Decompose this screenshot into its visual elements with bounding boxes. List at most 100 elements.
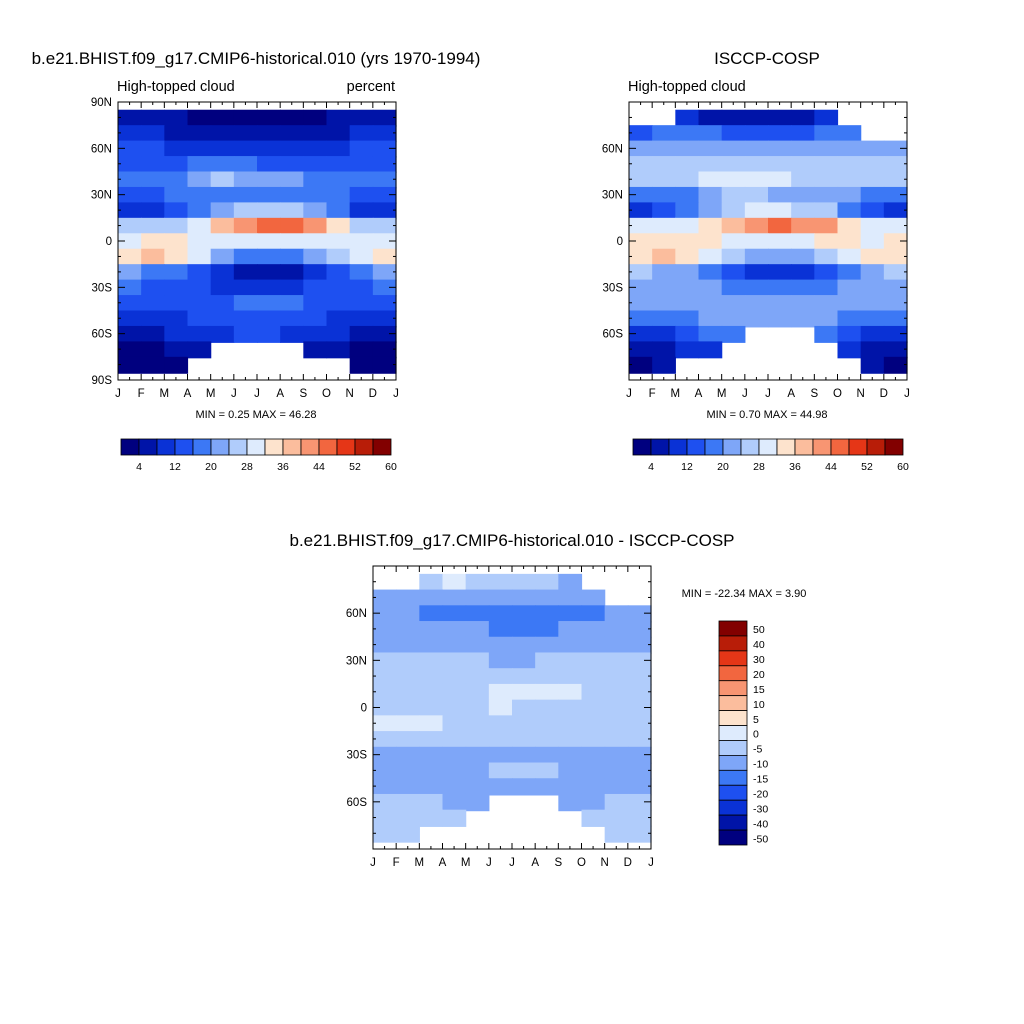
diff-cell xyxy=(512,652,536,670)
diff-cell xyxy=(512,573,536,592)
obs-cell xyxy=(675,140,700,158)
model-cell xyxy=(141,341,165,359)
obs-cell xyxy=(860,310,885,328)
obs-cell xyxy=(652,279,676,297)
model-cell xyxy=(164,325,189,343)
obs-cell xyxy=(814,140,839,158)
diff-colorbar-label: 50 xyxy=(753,624,765,636)
model-colorbar-label: 52 xyxy=(349,461,361,473)
obs-plot-area xyxy=(628,101,908,381)
model-cell xyxy=(326,264,351,282)
obs-cell xyxy=(814,186,839,204)
obs-cell xyxy=(814,264,839,282)
diff-cell xyxy=(627,668,652,686)
obs-cell xyxy=(860,233,885,251)
obs-cell xyxy=(883,171,908,189)
diff-cell xyxy=(604,605,629,623)
diff-x-tick-label: O xyxy=(577,857,586,869)
diff-colorbar-swatch xyxy=(718,769,748,786)
diff-colorbar-label: 30 xyxy=(753,654,765,666)
diff-cell xyxy=(465,762,490,780)
model-cell xyxy=(372,295,397,313)
model-cell xyxy=(349,264,374,282)
diff-cell xyxy=(488,589,513,607)
obs-cell xyxy=(629,341,653,359)
diff-x-tick-label: M xyxy=(415,857,425,869)
diff-cell xyxy=(373,825,397,843)
diff-colorbar-swatch xyxy=(718,755,748,771)
diff-cell xyxy=(581,589,606,607)
diff-cell xyxy=(465,699,490,717)
model-colorbar-label: 20 xyxy=(205,461,217,473)
obs-cell xyxy=(698,279,723,297)
model-cell xyxy=(210,125,235,143)
diff-cell xyxy=(373,793,397,812)
model-cell xyxy=(210,109,235,127)
obs-cell xyxy=(791,233,815,251)
model-cell xyxy=(118,140,142,158)
obs-cell xyxy=(652,186,676,204)
obs-cell xyxy=(675,341,700,359)
model-cell xyxy=(210,295,235,313)
model-cell xyxy=(210,202,235,220)
diff-x-tick-label: S xyxy=(554,857,562,869)
obs-cell xyxy=(721,140,746,158)
model-cell xyxy=(187,310,212,328)
model-colorbar-swatch xyxy=(336,438,356,456)
diff-cell xyxy=(512,699,536,717)
obs-cell xyxy=(744,109,769,127)
model-cell xyxy=(187,125,212,143)
diff-cell xyxy=(581,668,606,686)
diff-cell xyxy=(419,636,444,654)
model-cell xyxy=(303,156,328,174)
obs-colorbar-label: 20 xyxy=(717,461,729,473)
obs-cell xyxy=(768,156,792,174)
model-colorbar-swatch xyxy=(156,438,176,456)
obs-cell xyxy=(721,156,746,174)
diff-cell xyxy=(627,621,652,639)
diff-cell xyxy=(581,715,606,733)
diff-cell xyxy=(488,621,513,639)
diff-cell xyxy=(488,731,513,749)
model-cell xyxy=(280,186,304,204)
diff-cell xyxy=(604,636,629,654)
diff-cell xyxy=(419,793,444,812)
obs-cell xyxy=(629,310,653,328)
obs-colorbar-label: 28 xyxy=(753,461,765,473)
obs-cell xyxy=(744,156,769,174)
obs-x-tick-label: S xyxy=(810,388,818,400)
model-y-tick-labels: 90N 60N 30N 0 30S 60S 90S xyxy=(91,97,396,387)
obs-panel-title: ISCCP-COSP xyxy=(714,49,820,68)
obs-cell xyxy=(652,233,676,251)
model-colorbar-swatch xyxy=(120,438,140,456)
diff-y-tick-label: 30N xyxy=(346,655,367,667)
diff-cell xyxy=(465,715,490,733)
obs-colorbar-swatch xyxy=(722,438,742,456)
model-cell xyxy=(326,233,351,251)
diff-cell xyxy=(373,683,397,702)
diff-cell xyxy=(465,683,490,702)
diff-cell xyxy=(512,715,536,733)
diff-y-tick-label: 30S xyxy=(347,750,368,762)
model-cell xyxy=(187,279,212,297)
obs-cell xyxy=(814,248,839,266)
model-cell xyxy=(257,310,281,328)
model-colorbar-swatch xyxy=(246,438,266,456)
model-cell xyxy=(372,202,397,220)
obs-cell xyxy=(860,217,885,235)
obs-cell xyxy=(721,109,746,127)
obs-cell xyxy=(814,217,839,235)
model-cell xyxy=(141,156,165,174)
diff-cell xyxy=(512,762,536,780)
obs-cell xyxy=(814,233,839,251)
model-cell xyxy=(187,171,212,189)
model-cell xyxy=(210,264,235,282)
obs-cell xyxy=(860,202,885,220)
obs-cell xyxy=(744,217,769,235)
obs-cell xyxy=(883,186,908,204)
obs-cell xyxy=(652,171,676,189)
diff-cell xyxy=(604,683,629,702)
obs-cell xyxy=(768,125,792,143)
diff-cell xyxy=(396,621,420,639)
obs-cell xyxy=(791,202,815,220)
